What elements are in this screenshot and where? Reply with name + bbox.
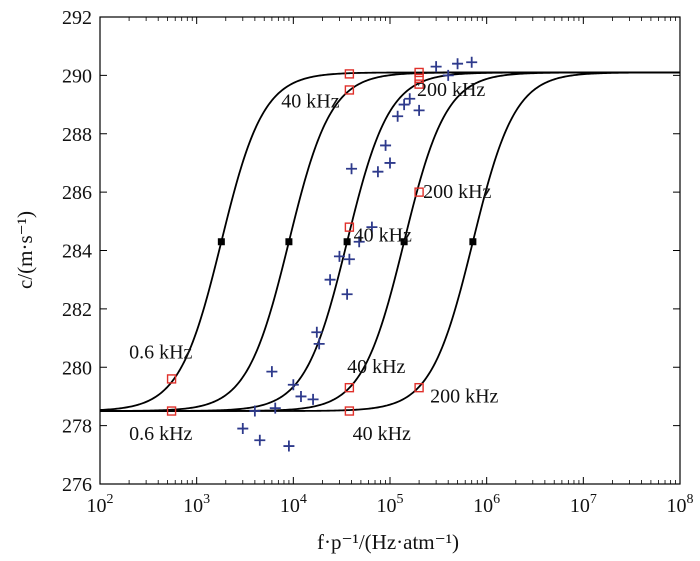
square-marker (344, 85, 355, 95)
y-tick-label: 284 (62, 241, 92, 263)
square-marker (166, 406, 177, 416)
x-tick-label: 107 (570, 492, 597, 517)
cross-marker (392, 110, 404, 122)
cross-marker (343, 253, 355, 265)
x-tick-label: 106 (473, 492, 500, 517)
annotation: 200 kHz (417, 79, 485, 101)
cross-marker (254, 434, 266, 446)
square-marker (414, 73, 424, 83)
y-tick-label: 278 (62, 416, 92, 438)
cross-marker (266, 366, 278, 378)
annotation: 40 kHz (353, 423, 411, 445)
annotation: 0.6 kHz (129, 341, 192, 363)
cross-marker (384, 157, 396, 169)
y-tick-label: 276 (62, 474, 92, 496)
square-marker (414, 382, 424, 393)
y-tick-label: 282 (62, 299, 92, 321)
midpoint-marker (217, 238, 225, 246)
x-tick-label: 104 (280, 492, 307, 517)
annotation: 40 kHz (347, 356, 405, 378)
square-marker (414, 79, 424, 89)
axes-layer: 276 278 280 282 284 286 288 290 292 102 103 104 105 1… (62, 7, 694, 517)
y-axis-label: c/(m·s⁻¹) (13, 211, 37, 289)
cross-marker (249, 405, 261, 417)
cross-marker (311, 326, 323, 338)
midpoint-marker (285, 238, 293, 246)
cross-marker (295, 390, 307, 402)
square-marker (344, 222, 355, 232)
cross-marker (404, 93, 416, 105)
cross-marker (442, 69, 454, 81)
x-tick-label: 103 (183, 492, 210, 517)
cross-marker (452, 58, 464, 70)
cross-marker (466, 56, 478, 68)
cross-marker (346, 163, 358, 175)
cross-marker (430, 61, 442, 73)
square-marker (414, 187, 424, 197)
x-axis-label: f·p⁻¹/(Hz·atm⁻¹) (317, 530, 459, 554)
curves-layer (99, 71, 681, 412)
square-marker (414, 67, 424, 78)
x-tick-label: 102 (87, 492, 114, 517)
cross-marker (341, 288, 353, 300)
square-marker (344, 382, 355, 393)
cross-marker (413, 104, 425, 116)
midpoint-marker (343, 238, 351, 246)
cross-marker (353, 236, 365, 248)
cross-marker (307, 393, 319, 405)
cross-marker (366, 221, 378, 233)
annotations-layer: 0.6 kHz 0.6 kHz 40 kHz 40 kHz 40 kHz 40 kHz 20… (129, 79, 498, 445)
cross-marker (237, 423, 249, 435)
cross-marker (380, 139, 392, 151)
x-tick-label: 108 (667, 492, 694, 517)
midpoint-marker (469, 238, 477, 246)
cross-marker (333, 250, 345, 262)
cross-marker (398, 99, 410, 111)
y-tick-label: 286 (62, 182, 92, 204)
plot-frame (99, 16, 681, 485)
y-tick-label: 290 (62, 65, 92, 87)
midpoint-marker (400, 238, 408, 246)
x-tick-label: 105 (377, 492, 404, 517)
y-tick-label: 288 (62, 124, 92, 146)
cross-marker (372, 166, 384, 178)
cross-marker (324, 274, 336, 286)
y-tick-label: 292 (62, 7, 92, 29)
square-marker (344, 69, 355, 79)
dispersion-curve-5 (100, 71, 681, 412)
y-tick-label: 280 (62, 357, 92, 379)
cross-marker (269, 402, 281, 414)
cross-marker (313, 338, 325, 350)
square-marker (166, 374, 177, 384)
cross-marker (287, 379, 299, 391)
annotation: 200 kHz (430, 385, 498, 407)
points-layer (166, 56, 478, 452)
annotation: 40 kHz (281, 90, 339, 112)
annotation: 0.6 kHz (129, 423, 192, 445)
annotation: 40 kHz (354, 225, 412, 247)
annotation: 200 kHz (423, 181, 491, 203)
cross-marker (283, 440, 295, 452)
square-marker (344, 406, 355, 416)
